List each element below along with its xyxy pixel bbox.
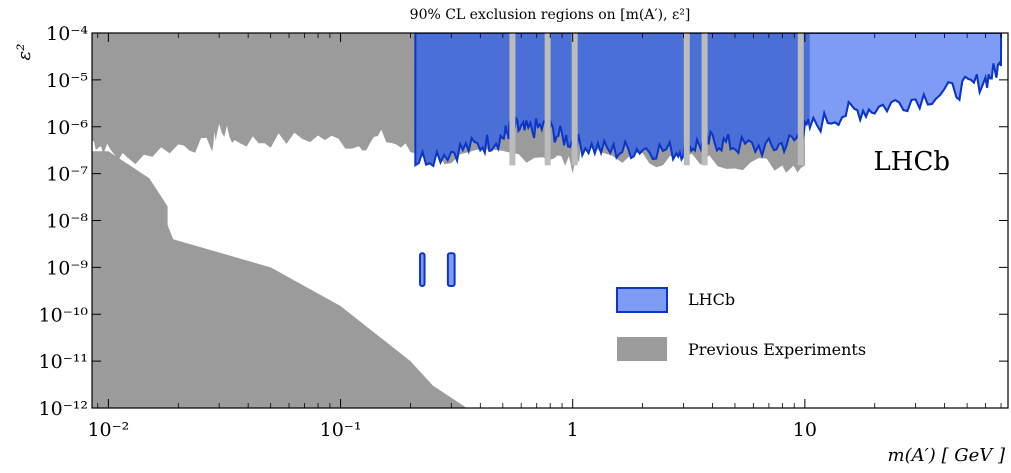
lhcb-layer — [414, 33, 1003, 288]
y-tick-label: 10⁻⁹ — [46, 257, 88, 279]
y-tick-label: 10⁻⁷ — [46, 164, 88, 186]
legend-swatch-previous — [617, 337, 667, 361]
chart-title: 90% CL exclusion regions on [m(A′), ε²] — [410, 7, 691, 23]
x-tick-label: 10 — [793, 419, 817, 441]
y-tick-label: 10⁻¹⁰ — [39, 304, 89, 326]
lhcb-annotation: LHCb — [874, 147, 950, 177]
y-tick-label: 10⁻⁶ — [46, 117, 88, 139]
legend-label-lhcb: LHCb — [688, 290, 735, 309]
lhcb-island-0 — [419, 252, 426, 288]
resonance-gap-5 — [797, 33, 804, 166]
y-tick-label: 10⁻⁴ — [46, 23, 88, 45]
y-tick-label: 10⁻⁸ — [46, 211, 88, 233]
lhcb-island-1 — [446, 252, 456, 288]
tick-labels: 10⁻² 10⁻¹ 1 10 10⁻⁴ 10⁻⁵ 10⁻⁶ 10⁻⁷ 10⁻⁸ 10⁻⁹ 10⁻¹⁰… — [39, 23, 817, 441]
x-tick-label: 10⁻² — [87, 419, 129, 441]
previous-lower-region — [92, 151, 467, 408]
legend-label-previous: Previous Experiments — [688, 340, 866, 359]
y-tick-label: 10⁻¹¹ — [39, 351, 88, 373]
resonance-gap-0 — [509, 33, 516, 166]
lhcb-high-mass-region — [809, 33, 1003, 134]
resonance-gap-4 — [701, 33, 708, 166]
resonance-gap-3 — [683, 33, 690, 166]
legend: LHCb Previous Experiments — [616, 287, 866, 361]
plot-area — [92, 33, 1003, 408]
x-tick-label: 10⁻¹ — [320, 419, 362, 441]
resonance-gap-2 — [571, 33, 578, 166]
legend-swatch-lhcb — [616, 287, 668, 313]
x-axis-label: m(A′) [ GeV ] — [888, 445, 1006, 466]
axis-ticks — [92, 32, 1008, 409]
y-axis-label: ε² — [14, 44, 35, 61]
y-tick-label: 10⁻¹² — [39, 398, 88, 420]
y-tick-label: 10⁻⁵ — [46, 70, 88, 92]
resonance-gap-1 — [544, 33, 551, 166]
x-tick-label: 1 — [567, 419, 579, 441]
